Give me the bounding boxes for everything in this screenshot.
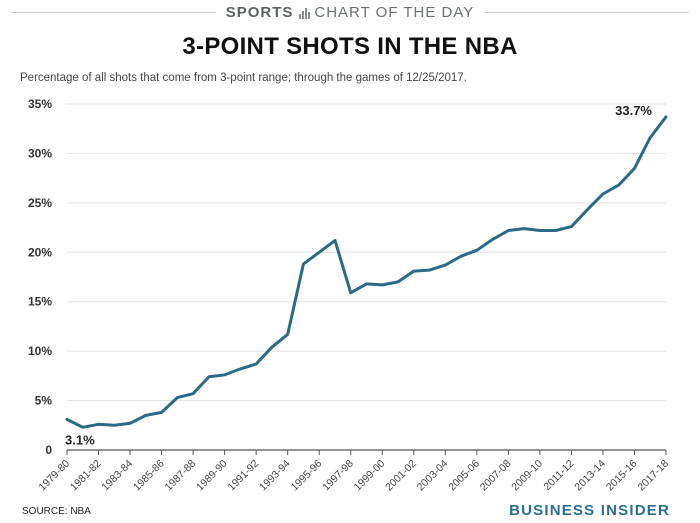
data-point <box>286 333 289 336</box>
y-tick-label: 30% <box>28 146 52 160</box>
kicker-series: CHART OF THE DAY <box>314 4 475 21</box>
data-point <box>239 367 242 371</box>
y-tick-label: 25% <box>28 196 52 210</box>
x-tick-label: 1999-00 <box>352 458 388 494</box>
annotations: 3.1% 33.7% <box>65 103 652 448</box>
data-point <box>365 282 368 286</box>
data-point <box>191 392 195 395</box>
data-point <box>649 136 652 139</box>
x-tick-label: 1991-92 <box>226 458 262 494</box>
data-point <box>349 291 352 295</box>
data-point <box>538 229 542 232</box>
data-point <box>333 239 337 242</box>
kicker-rule-right <box>484 12 690 13</box>
x-tick-label: 1993-94 <box>257 458 293 494</box>
kicker-rule-left <box>10 12 216 13</box>
data-point <box>302 262 305 266</box>
data-point <box>160 411 163 414</box>
data-point <box>444 263 447 267</box>
x-tick-label: 2001-02 <box>383 458 419 494</box>
data-point <box>601 192 605 196</box>
y-tick-label: 5% <box>35 394 53 408</box>
data-point <box>254 362 258 366</box>
x-tick-label: 1985-86 <box>131 458 167 494</box>
chart-title: 3-POINT SHOTS IN THE NBA <box>182 33 518 60</box>
data-point <box>223 373 226 377</box>
y-tick-label: 10% <box>28 344 52 358</box>
data-point <box>570 225 573 228</box>
bar-chart-icon <box>299 7 311 19</box>
data-point <box>97 423 100 426</box>
chart-of-the-day-kicker: SPORTS CHART OF THE DAY <box>0 4 700 21</box>
publisher-logo: BUSINESS INSIDER <box>509 502 670 519</box>
y-tick-label: 35% <box>28 97 52 111</box>
data-point <box>491 238 494 241</box>
x-tick-label: 1987-88 <box>162 458 198 494</box>
x-tick-label: 2015-16 <box>604 458 640 494</box>
data-point <box>81 426 84 429</box>
x-tick-label: 1979-80 <box>36 458 72 494</box>
x-tick-label: 2013-14 <box>572 458 608 494</box>
data-point <box>318 251 321 254</box>
x-tick-label: 1997-98 <box>320 458 356 494</box>
data-point <box>396 280 400 284</box>
data-point <box>459 255 463 258</box>
data-point <box>207 375 211 379</box>
data-point <box>428 268 431 272</box>
x-tick-label: 2003-04 <box>415 458 451 494</box>
data-point <box>585 208 589 211</box>
data-point <box>144 414 148 417</box>
x-tick-label: 2017-18 <box>635 458 671 494</box>
x-tick-label: 2011-12 <box>541 458 576 493</box>
y-axis-ticks: 0 5% 10% 15% 20% 25% 30% 35% <box>28 97 52 457</box>
data-point <box>412 269 415 273</box>
y-tick-label: 15% <box>28 295 52 309</box>
data-point <box>507 229 510 232</box>
data-label: 3.1% <box>65 432 95 447</box>
x-tick-label: 1981-82 <box>68 458 104 494</box>
data-point <box>113 424 116 427</box>
data-point <box>617 183 620 187</box>
data-label: 33.7% <box>615 103 652 118</box>
series-line <box>65 115 668 429</box>
x-tick-label: 2007-08 <box>478 458 514 494</box>
data-point <box>381 283 384 287</box>
x-tick-label: 2009-10 <box>509 458 545 494</box>
data-point <box>475 249 479 252</box>
y-tick-label: 0 <box>45 443 52 457</box>
data-point <box>65 418 69 421</box>
data-point <box>522 227 526 230</box>
x-tick-label: 1983-84 <box>99 458 135 494</box>
data-point <box>270 345 274 349</box>
gridlines <box>67 103 666 451</box>
y-tick-label: 20% <box>28 245 52 259</box>
data-point <box>128 422 132 425</box>
series-layer <box>65 115 668 429</box>
chart-subtitle: Percentage of all shots that come from 3… <box>20 72 467 84</box>
data-point <box>633 167 636 170</box>
data-point <box>554 229 557 232</box>
data-point <box>664 115 668 119</box>
x-axis-ticks: 1979-801981-821983-841985-861987-881989-… <box>36 450 671 493</box>
x-tick-label: 1989-90 <box>194 458 230 494</box>
x-tick-label: 2005-06 <box>446 458 482 494</box>
x-tick-label: 1995-96 <box>289 458 325 494</box>
source-note: SOURCE: NBA <box>22 506 91 517</box>
kicker-section: SPORTS <box>225 4 294 21</box>
data-point <box>176 396 179 399</box>
